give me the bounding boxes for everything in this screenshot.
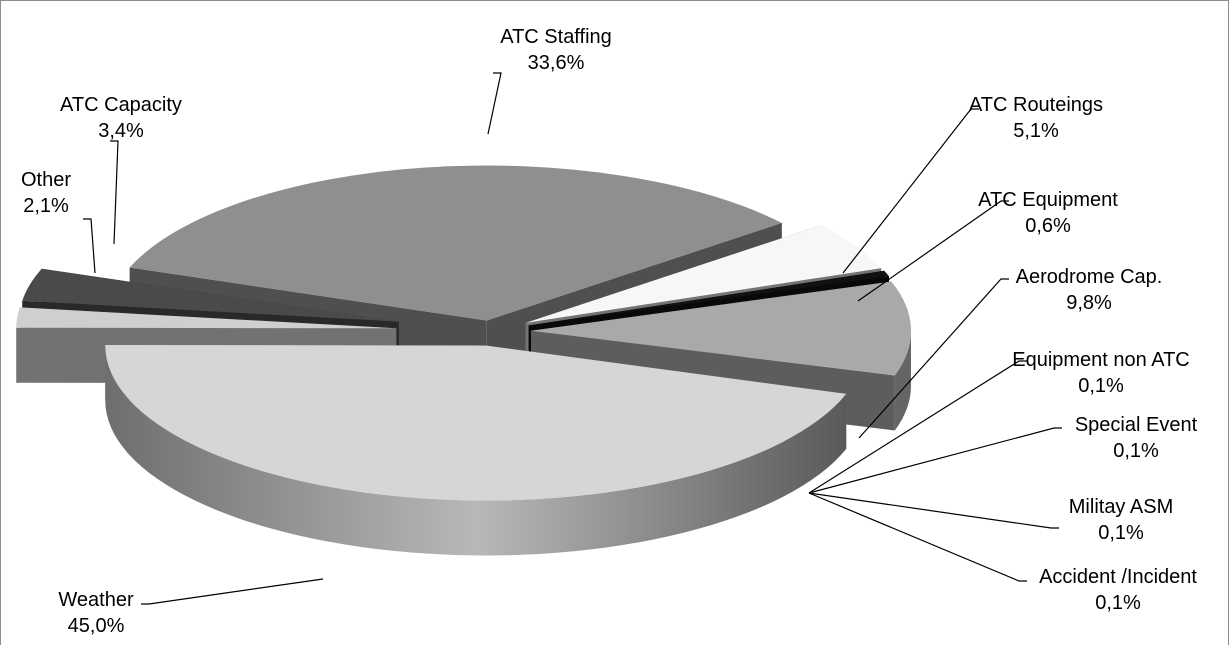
label-name: Special Event bbox=[1075, 414, 1198, 436]
label-atc-staffing: ATC Staffing 33,6% bbox=[500, 26, 612, 74]
label-value: 5,1% bbox=[1013, 120, 1059, 142]
slice-top bbox=[22, 268, 399, 322]
leader-equipment-non-atc bbox=[808, 360, 1027, 494]
label-value: 3,4% bbox=[98, 120, 144, 142]
label-name: ATC Staffing bbox=[500, 26, 612, 48]
label-name: Weather bbox=[58, 589, 134, 611]
label-atc-capacity: ATC Capacity 3,4% bbox=[60, 94, 182, 142]
leader-aerodrome-cap bbox=[858, 278, 1009, 439]
label-weather: Weather 45,0% bbox=[58, 589, 134, 637]
label-value: 0,1% bbox=[1098, 522, 1144, 544]
label-special-event: Special Event 0,1% bbox=[1075, 414, 1198, 462]
leader-lines bbox=[83, 72, 1062, 605]
slice-side bbox=[894, 330, 911, 431]
label-atc-equipment: ATC Equipment 0,6% bbox=[978, 189, 1118, 237]
label-value: 45,0% bbox=[68, 615, 125, 637]
label-value: 9,8% bbox=[1066, 292, 1112, 314]
pie-slices bbox=[16, 165, 911, 556]
leader-accident-incident bbox=[808, 492, 1027, 582]
slice-top bbox=[525, 225, 882, 323]
slice-top bbox=[16, 307, 397, 329]
label-name: ATC Equipment bbox=[978, 189, 1118, 211]
label-name: ATC Routeings bbox=[969, 94, 1103, 116]
slice-side bbox=[105, 345, 847, 556]
leader-weather bbox=[141, 578, 324, 605]
slice-top bbox=[530, 281, 911, 376]
slice-weather bbox=[105, 344, 847, 556]
label-militay-asm: Militay ASM 0,1% bbox=[1069, 496, 1173, 544]
leader-atc-routeings bbox=[842, 108, 979, 274]
label-aerodrome-cap: Aerodrome Cap. 9,8% bbox=[1016, 266, 1163, 314]
label-name: Equipment non ATC bbox=[1012, 349, 1190, 371]
label-name: ATC Capacity bbox=[60, 94, 182, 116]
slice-top bbox=[528, 270, 890, 326]
label-name: Accident /Incident bbox=[1039, 566, 1197, 588]
leader-other bbox=[83, 218, 96, 274]
label-name: Other bbox=[21, 169, 71, 191]
label-value: 33,6% bbox=[528, 52, 585, 74]
leader-militay-asm bbox=[808, 492, 1059, 529]
label-accident-incident: Accident /Incident 0,1% bbox=[1039, 566, 1197, 614]
slice-top bbox=[129, 165, 782, 321]
label-equipment-non-atc: Equipment non ATC 0,1% bbox=[1012, 349, 1190, 397]
label-value: 0,6% bbox=[1025, 215, 1071, 237]
label-value: 0,1% bbox=[1113, 440, 1159, 462]
slice-top bbox=[105, 344, 847, 501]
label-value: 0,1% bbox=[1078, 375, 1124, 397]
slice-labels: ATC Staffing 33,6% ATC Routeings 5,1% ATC Eq… bbox=[21, 26, 1198, 637]
leader-atc-capacity bbox=[110, 140, 119, 245]
label-value: 0,1% bbox=[1095, 592, 1141, 614]
label-atc-routeings: ATC Routeings 5,1% bbox=[969, 94, 1103, 142]
label-name: Aerodrome Cap. bbox=[1016, 266, 1163, 288]
leader-special-event bbox=[808, 427, 1062, 494]
label-value: 2,1% bbox=[23, 195, 69, 217]
leader-atc-staffing bbox=[487, 72, 502, 135]
label-other: Other 2,1% bbox=[21, 169, 71, 217]
leader-atc-equipment bbox=[857, 200, 1009, 302]
label-name: Militay ASM bbox=[1069, 496, 1173, 518]
